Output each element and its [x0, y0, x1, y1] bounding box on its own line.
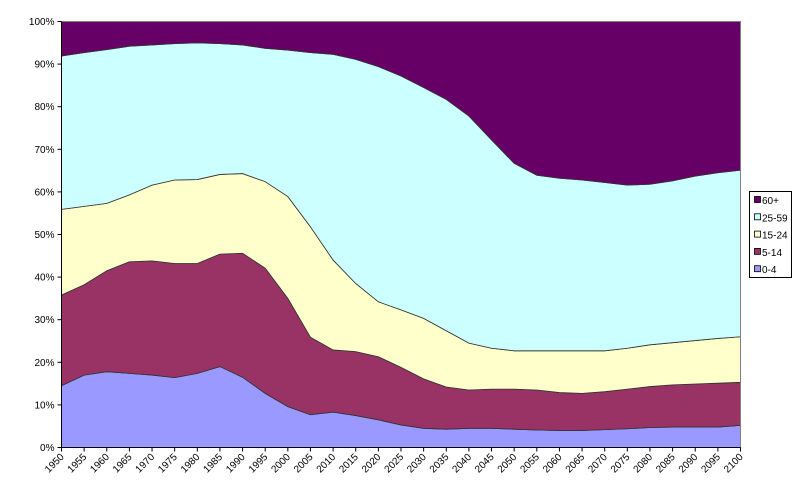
y-tick-label: 40%: [34, 273, 54, 284]
x-tick-label: 2045: [473, 452, 497, 476]
x-tick-label: 2005: [292, 452, 316, 476]
x-tick-label: 2035: [428, 452, 452, 476]
x-tick-label: 1950: [43, 452, 67, 476]
plot-areas: [61, 21, 741, 448]
x-tick-label: 2095: [699, 452, 723, 476]
x-tick-label: 2100: [722, 452, 746, 476]
legend-swatch-15-24: [754, 230, 761, 238]
y-tick-label: 50%: [34, 230, 54, 241]
x-tick-label: 2015: [337, 452, 361, 476]
y-tick-label: 30%: [34, 315, 54, 326]
x-tick-label: 2010: [315, 452, 339, 476]
y-tick-label: 80%: [34, 102, 54, 113]
x-tick-label: 2065: [564, 452, 588, 476]
x-tick-label: 2050: [496, 452, 520, 476]
x-tick-label: 2030: [405, 452, 429, 476]
x-tick-label: 1975: [156, 452, 180, 476]
x-tick-label: 2055: [518, 452, 542, 476]
y-tick-label: 70%: [34, 145, 54, 156]
x-tick-label: 2070: [586, 452, 610, 476]
legend: 60+ 25-59 15-24 5-14 0-4: [749, 191, 792, 278]
y-tick-label: 90%: [34, 60, 54, 71]
x-tick-label: 2090: [677, 452, 701, 476]
legend-label: 60+: [762, 196, 779, 207]
legend-swatch-25-59: [754, 213, 761, 221]
y-tick-label: 20%: [34, 358, 54, 369]
x-tick-label: 1970: [134, 452, 158, 476]
x-tick-label: 2000: [269, 452, 293, 476]
x-tick-label: 2080: [632, 452, 656, 476]
x-tick-label: 1995: [247, 452, 271, 476]
x-tick-label: 2020: [360, 452, 384, 476]
x-tick-label: 1960: [88, 452, 112, 476]
x-tick-label: 1955: [66, 452, 90, 476]
x-tick-label: 2040: [451, 452, 475, 476]
y-tick-label: 0%: [40, 443, 55, 454]
y-tick-label: 10%: [34, 400, 54, 411]
y-tick-label: 60%: [34, 187, 54, 198]
legend-label: 0-4: [762, 265, 777, 276]
x-tick-label: 2075: [609, 452, 633, 476]
legend-label: 25-59: [762, 213, 788, 224]
x-tick-label: 1985: [202, 452, 226, 476]
x-tick-label: 2085: [654, 452, 678, 476]
legend-label: 5-14: [762, 248, 782, 259]
legend-label: 15-24: [762, 231, 788, 242]
x-tick-label: 1990: [224, 452, 248, 476]
legend-swatch-60+: [754, 196, 761, 203]
x-tick-label: 2025: [383, 452, 407, 476]
x-tick-label: 1965: [111, 452, 135, 476]
legend-swatch-0-4: [754, 265, 761, 273]
x-tick-label: 2060: [541, 452, 565, 476]
y-tick-label: 100%: [29, 17, 55, 28]
legend-swatch-5-14: [754, 247, 761, 255]
x-tick-label: 1980: [179, 452, 203, 476]
